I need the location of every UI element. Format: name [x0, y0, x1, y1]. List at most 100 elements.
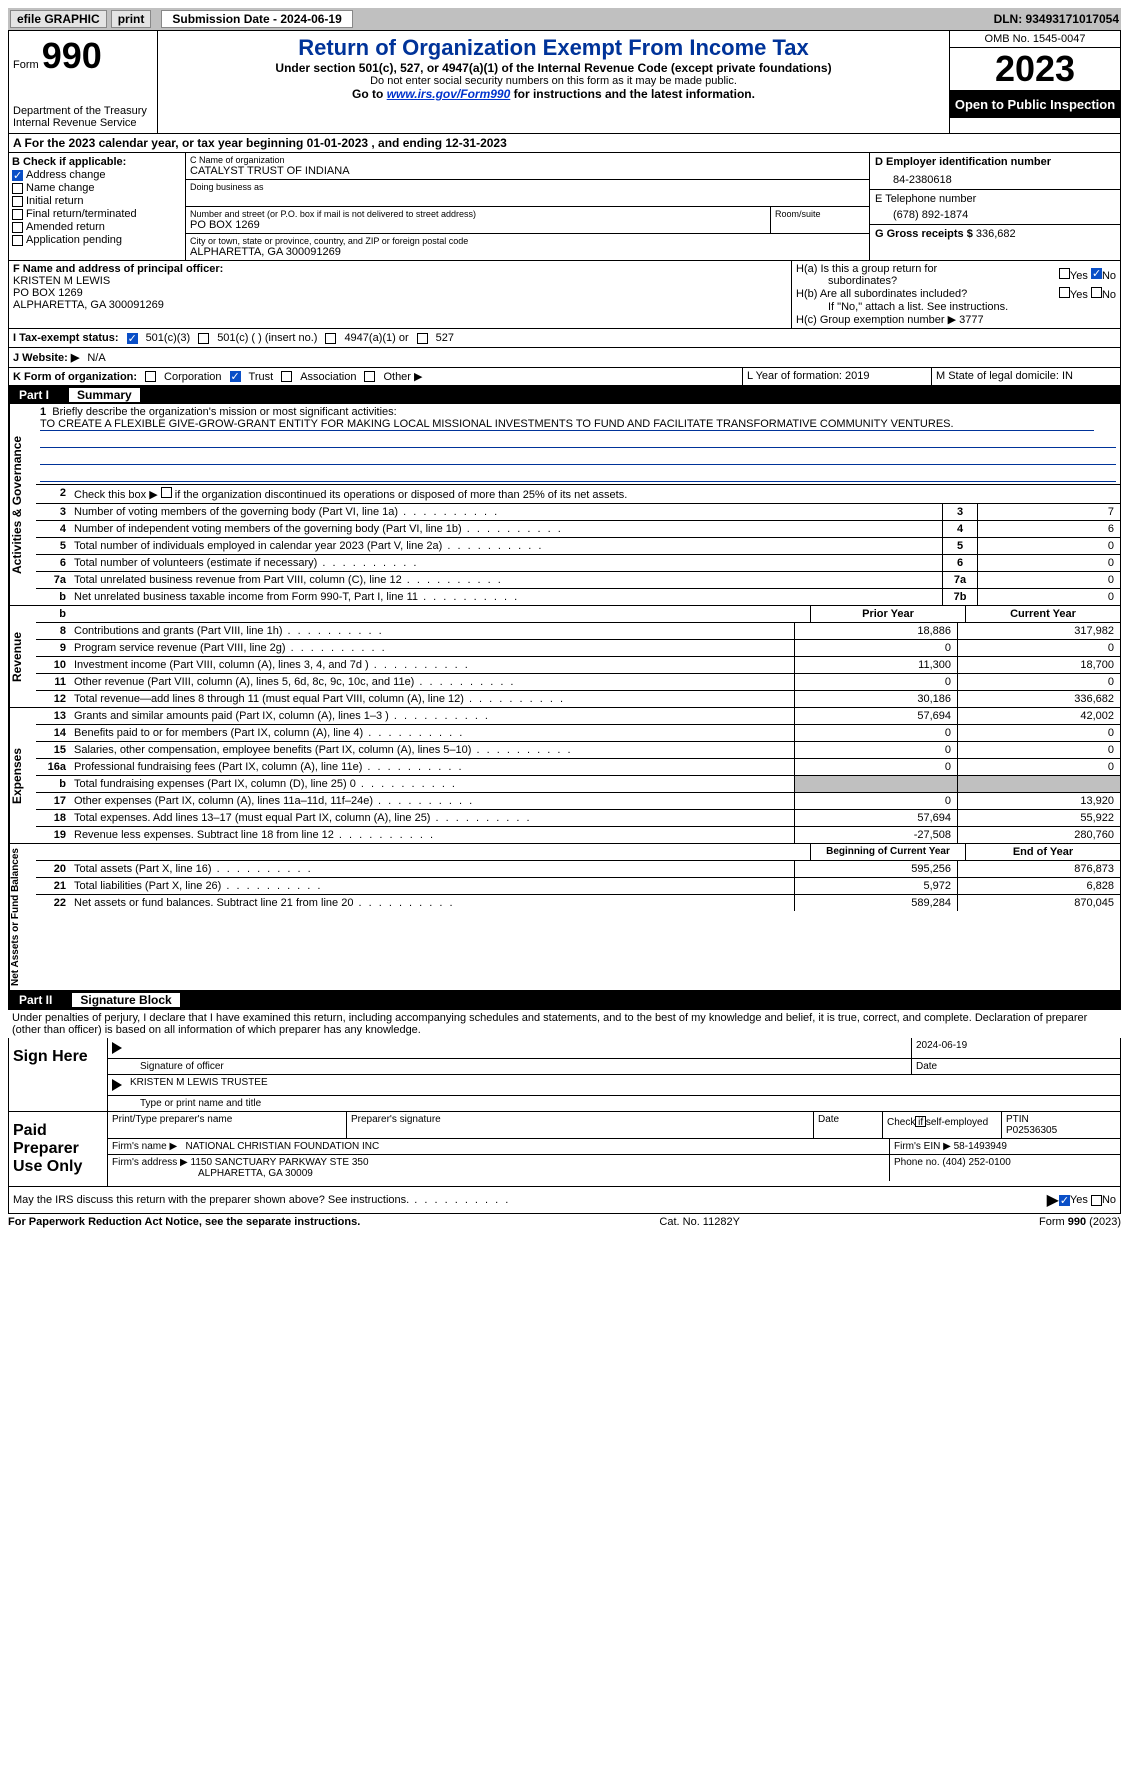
ha-label: H(a) Is this a group return for — [796, 263, 937, 275]
prior-value: 0 — [794, 759, 957, 775]
org-name: CATALYST TRUST OF INDIANA — [190, 165, 865, 177]
room-label: Room/suite — [775, 209, 865, 219]
part1-title: Summary — [69, 388, 140, 402]
ein-label: D Employer identification number — [875, 156, 1115, 168]
hb-yes-checkbox[interactable] — [1059, 287, 1070, 298]
officer-addr1: PO BOX 1269 — [13, 287, 787, 299]
hc-value: 3777 — [959, 314, 983, 326]
irs-link[interactable]: www.irs.gov/Form990 — [387, 87, 511, 101]
sign-date: 2024-06-19 — [916, 1040, 1116, 1051]
paid-preparer-label: Paid Preparer Use Only — [9, 1112, 108, 1186]
arrow-icon — [112, 1079, 122, 1091]
print-button[interactable]: print — [111, 10, 152, 28]
dba-label: Doing business as — [190, 182, 865, 192]
part2-title: Signature Block — [72, 993, 179, 1007]
line-num: 8 — [36, 623, 70, 639]
discuss-yes-checkbox[interactable] — [1059, 1195, 1070, 1206]
year-formation: L Year of formation: 2019 — [743, 368, 932, 385]
part1-label: Part I — [13, 388, 69, 402]
line-num: 3 — [36, 504, 70, 520]
assoc-checkbox[interactable] — [281, 371, 292, 382]
line-value: 0 — [977, 572, 1120, 588]
q2-checkbox[interactable] — [161, 487, 172, 498]
type-name-label: Type or print name and title — [136, 1096, 1120, 1111]
prior-value: 57,694 — [794, 708, 957, 724]
4947-checkbox[interactable] — [325, 333, 336, 344]
subtitle-1: Under section 501(c), 527, or 4947(a)(1)… — [164, 61, 943, 75]
other-checkbox[interactable] — [364, 371, 375, 382]
form-number: 990 — [42, 35, 102, 76]
form-ref: Form 990 (2023) — [1039, 1216, 1121, 1228]
line-value: 0 — [977, 589, 1120, 605]
hb-no-checkbox[interactable] — [1091, 287, 1102, 298]
line-num: 9 — [36, 640, 70, 656]
line-num: 16a — [36, 759, 70, 775]
ha-yes-checkbox[interactable] — [1059, 268, 1070, 279]
line-text: Benefits paid to or for members (Part IX… — [70, 725, 794, 741]
line-text: Program service revenue (Part VIII, line… — [70, 640, 794, 656]
line-num: 21 — [36, 878, 70, 894]
line-num: 19 — [36, 827, 70, 843]
prior-value: 0 — [794, 640, 957, 656]
firm-addr-label: Firm's address ▶ — [112, 1157, 188, 1168]
q2-text: Check this box ▶ if the organization dis… — [70, 485, 1120, 503]
b-item-label: Final return/terminated — [26, 208, 137, 220]
line-value: 7 — [977, 504, 1120, 520]
omb-number: OMB No. 1545-0047 — [950, 31, 1120, 48]
discuss-label: May the IRS discuss this return with the… — [13, 1194, 1047, 1206]
b-checkbox[interactable] — [12, 222, 23, 233]
line-value: 0 — [977, 538, 1120, 554]
current-value: 18,700 — [957, 657, 1120, 673]
form-label: Form — [13, 59, 39, 71]
revenue-b-num: b — [36, 606, 70, 622]
prior-value: 595,256 — [794, 861, 957, 877]
mission-label: Briefly describe the organization's miss… — [52, 406, 396, 418]
subtitle-3: Go to www.irs.gov/Form990 for instructio… — [164, 87, 943, 101]
501c-checkbox[interactable] — [198, 333, 209, 344]
line-num: 7a — [36, 572, 70, 588]
top-toolbar: efile GRAPHIC print Submission Date - 20… — [8, 8, 1121, 30]
line-text: Total number of volunteers (estimate if … — [70, 555, 942, 571]
b-checkbox[interactable] — [12, 209, 23, 220]
form-title: Return of Organization Exempt From Incom… — [164, 35, 943, 61]
b-checkbox[interactable] — [12, 196, 23, 207]
period-line: A For the 2023 calendar year, or tax yea… — [9, 134, 1120, 153]
trust-checkbox[interactable] — [230, 371, 241, 382]
line-num: 4 — [36, 521, 70, 537]
line-text: Net assets or fund balances. Subtract li… — [70, 895, 794, 911]
line-text: Total assets (Part X, line 16) — [70, 861, 794, 877]
line-box: 7b — [942, 589, 977, 605]
line-text: Total expenses. Add lines 13–17 (must eq… — [70, 810, 794, 826]
527-checkbox[interactable] — [417, 333, 428, 344]
501c3-checkbox[interactable] — [127, 333, 138, 344]
b-checkbox[interactable] — [12, 235, 23, 246]
line-text: Other expenses (Part IX, column (A), lin… — [70, 793, 794, 809]
line-text: Total number of individuals employed in … — [70, 538, 942, 554]
hb-note: If "No," attach a list. See instructions… — [796, 301, 1116, 313]
ha-no-checkbox[interactable] — [1091, 268, 1102, 279]
state-domicile: M State of legal domicile: IN — [932, 368, 1120, 385]
b-checkbox[interactable] — [12, 170, 23, 181]
prior-value: 0 — [794, 674, 957, 690]
current-value: 13,920 — [957, 793, 1120, 809]
line-text: Total fundraising expenses (Part IX, col… — [70, 776, 794, 792]
prior-value: 57,694 — [794, 810, 957, 826]
b-item-label: Address change — [26, 169, 106, 181]
efile-button[interactable]: efile GRAPHIC — [10, 10, 107, 28]
current-value: 317,982 — [957, 623, 1120, 639]
mission-text: TO CREATE A FLEXIBLE GIVE-GROW-GRANT ENT… — [40, 418, 1094, 431]
firm-addr1: 1150 SANCTUARY PARKWAY STE 350 — [191, 1157, 369, 1168]
prep-sig-label: Preparer's signature — [347, 1112, 814, 1138]
ein-value: 84-2380618 — [875, 168, 1115, 186]
self-emp-checkbox[interactable] — [915, 1116, 926, 1127]
b-checkbox[interactable] — [12, 183, 23, 194]
current-value: 6,828 — [957, 878, 1120, 894]
section-b: B Check if applicable: Address changeNam… — [9, 153, 186, 260]
current-value: 42,002 — [957, 708, 1120, 724]
form-org-label: K Form of organization: — [13, 371, 137, 383]
corp-checkbox[interactable] — [145, 371, 156, 382]
current-value: 336,682 — [957, 691, 1120, 707]
line-text: Total unrelated business revenue from Pa… — [70, 572, 942, 588]
discuss-no-checkbox[interactable] — [1091, 1195, 1102, 1206]
prior-value: 0 — [794, 725, 957, 741]
